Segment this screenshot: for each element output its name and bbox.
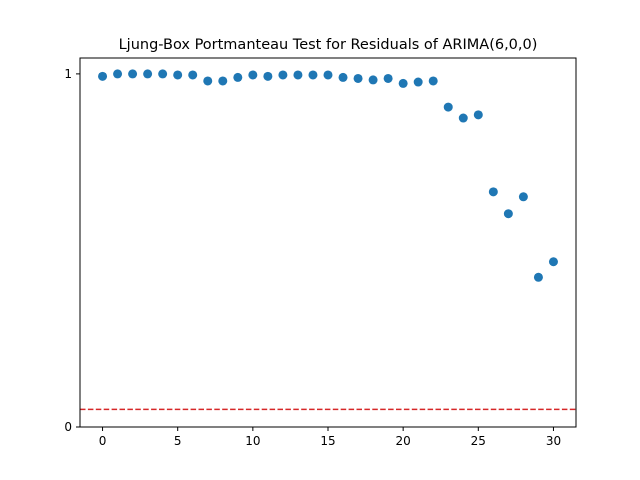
data-point xyxy=(533,272,543,282)
data-point xyxy=(473,110,483,120)
data-point xyxy=(353,73,363,83)
x-tick-label: 30 xyxy=(546,434,561,448)
x-tick-label: 5 xyxy=(174,434,182,448)
data-point xyxy=(143,69,153,79)
data-point xyxy=(98,71,108,81)
data-point xyxy=(428,76,438,86)
data-point xyxy=(518,192,528,202)
data-point xyxy=(203,76,213,86)
data-point xyxy=(458,113,468,123)
data-point xyxy=(293,70,303,80)
data-point xyxy=(278,70,288,80)
data-point xyxy=(263,71,273,81)
data-point xyxy=(383,73,393,83)
data-point xyxy=(488,187,498,197)
data-point xyxy=(368,75,378,85)
data-point xyxy=(323,70,333,80)
plot-area-frame xyxy=(79,57,577,428)
data-point xyxy=(503,209,513,219)
data-point xyxy=(413,77,423,87)
data-point xyxy=(308,70,318,80)
data-point xyxy=(233,72,243,82)
y-tick-label: 0 xyxy=(64,420,72,434)
x-tick-label: 20 xyxy=(396,434,411,448)
chart-title: Ljung-Box Portmanteau Test for Residuals… xyxy=(119,37,538,53)
data-point xyxy=(188,70,198,80)
x-tick-label: 15 xyxy=(320,434,335,448)
data-point xyxy=(218,76,228,86)
data-point xyxy=(338,72,348,82)
data-point xyxy=(158,69,168,79)
x-tick-label: 10 xyxy=(245,434,260,448)
x-tick-label: 25 xyxy=(471,434,486,448)
data-point xyxy=(113,69,123,79)
data-point xyxy=(248,70,258,80)
x-tick-label: 0 xyxy=(99,434,107,448)
data-point xyxy=(128,69,138,79)
data-point xyxy=(398,78,408,88)
data-point xyxy=(548,257,558,267)
data-point xyxy=(443,102,453,112)
y-tick-label: 1 xyxy=(64,67,72,81)
data-point xyxy=(173,70,183,80)
